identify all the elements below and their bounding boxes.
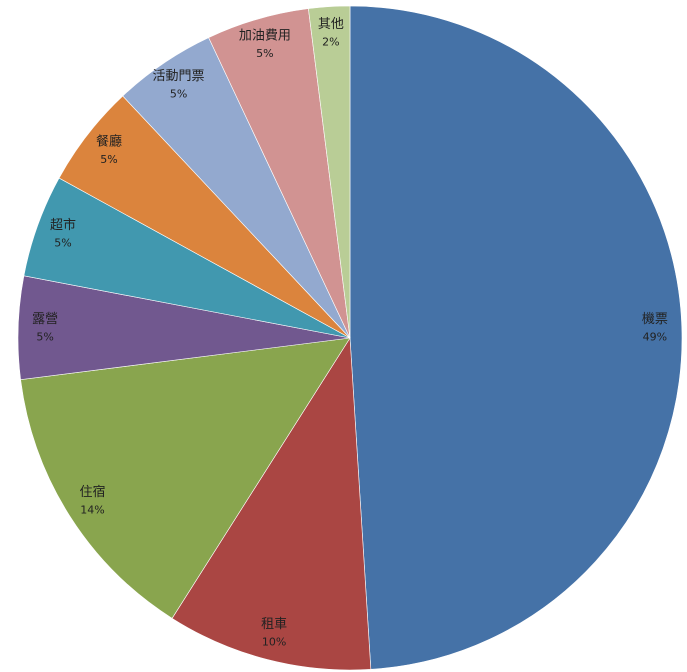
slice-value-label: 5% <box>36 330 53 343</box>
slice-label: 超市 <box>50 217 76 233</box>
pie-slice <box>308 5 351 339</box>
slice-label: 租車 <box>261 617 287 632</box>
pie-slice <box>171 337 372 671</box>
pie-slice <box>20 337 351 619</box>
slice-label: 露營 <box>32 312 58 327</box>
slice-value-label: 2% <box>322 36 339 49</box>
pie-slice <box>349 5 683 670</box>
slice-label: 其他 <box>318 17 344 32</box>
slice-value-label: 10% <box>262 635 286 648</box>
slice-value-label: 5% <box>100 153 117 166</box>
slice-value-label: 49% <box>643 330 667 343</box>
slice-label: 住宿 <box>79 484 105 500</box>
slice-value-label: 5% <box>54 237 71 250</box>
slice-label: 機票 <box>642 312 668 327</box>
slice-value-label: 14% <box>80 503 104 516</box>
slice-label: 活動門票 <box>153 69 205 84</box>
slice-value-label: 5% <box>170 88 187 101</box>
slice-label: 餐廳 <box>96 134 122 150</box>
slice-value-label: 5% <box>256 47 273 60</box>
slice-label: 加油費用 <box>239 29 291 44</box>
